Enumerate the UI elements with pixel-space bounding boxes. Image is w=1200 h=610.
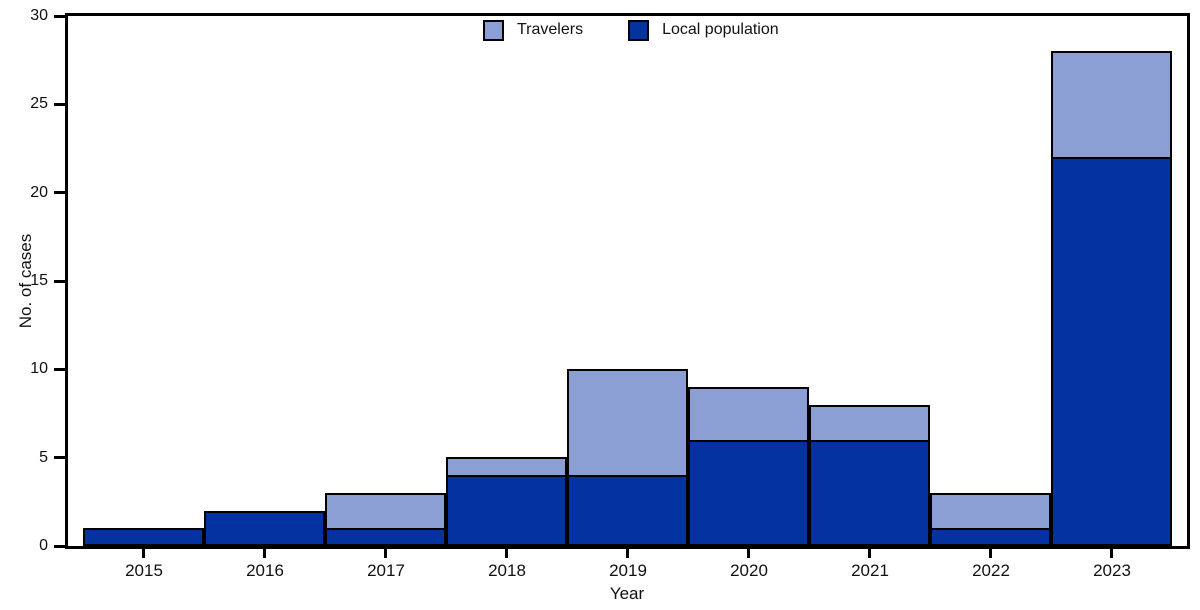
legend-item-local-population: Local population bbox=[628, 19, 779, 41]
y-tick-0 bbox=[54, 545, 65, 548]
bar-segment-local-population-2021 bbox=[809, 440, 930, 546]
y-tick-label-5: 5 bbox=[39, 449, 48, 466]
x-tick-label-2017: 2017 bbox=[367, 561, 405, 580]
x-tick-2021 bbox=[868, 549, 871, 558]
x-tick-2020 bbox=[747, 549, 750, 558]
legend-label-local-population: Local population bbox=[662, 21, 779, 38]
y-tick-5 bbox=[54, 456, 65, 459]
plot-area bbox=[65, 13, 1190, 549]
x-tick-2015 bbox=[142, 549, 145, 558]
bar-segment-local-population-2019 bbox=[567, 475, 688, 546]
y-tick-label-10: 10 bbox=[30, 360, 48, 377]
y-tick-20 bbox=[54, 191, 65, 194]
bar-segment-local-population-2015 bbox=[83, 528, 204, 546]
x-tick-label-2019: 2019 bbox=[609, 561, 647, 580]
bar-segment-travelers-2020 bbox=[688, 387, 809, 442]
x-tick-2023 bbox=[1110, 549, 1113, 558]
bar-segment-travelers-2018 bbox=[446, 457, 567, 477]
y-tick-label-30: 30 bbox=[30, 7, 48, 24]
legend-label-travelers: Travelers bbox=[517, 21, 584, 38]
y-tick-label-15: 15 bbox=[30, 272, 48, 289]
x-tick-label-2015: 2015 bbox=[125, 561, 163, 580]
y-tick-30 bbox=[54, 15, 65, 18]
x-tick-label-2022: 2022 bbox=[972, 561, 1010, 580]
x-tick-label-2020: 2020 bbox=[730, 561, 768, 580]
x-tick-label-2023: 2023 bbox=[1093, 561, 1131, 580]
y-tick-label-0: 0 bbox=[39, 537, 48, 554]
legend-item-travelers: Travelers bbox=[483, 19, 583, 41]
bar-segment-local-population-2022 bbox=[930, 528, 1051, 546]
y-tick-25 bbox=[54, 103, 65, 106]
x-tick-label-2016: 2016 bbox=[246, 561, 284, 580]
bar-segment-travelers-2017 bbox=[325, 493, 446, 530]
y-tick-label-20: 20 bbox=[30, 184, 48, 201]
y-tick-15 bbox=[54, 280, 65, 283]
x-tick-2016 bbox=[263, 549, 266, 558]
bar-segment-local-population-2020 bbox=[688, 440, 809, 546]
x-tick-2022 bbox=[989, 549, 992, 558]
x-tick-label-2018: 2018 bbox=[488, 561, 526, 580]
bar-segment-travelers-2022 bbox=[930, 493, 1051, 530]
bar-segment-local-population-2017 bbox=[325, 528, 446, 546]
bar-segment-local-population-2016 bbox=[204, 511, 325, 546]
bar-segment-local-population-2023 bbox=[1051, 157, 1172, 546]
x-tick-label-2021: 2021 bbox=[851, 561, 889, 580]
legend: Travelers Local population bbox=[483, 19, 779, 41]
y-tick-label-25: 25 bbox=[30, 95, 48, 112]
bar-segment-travelers-2021 bbox=[809, 405, 930, 442]
travelers-swatch-icon bbox=[483, 19, 504, 41]
x-axis-title: Year bbox=[609, 584, 645, 603]
x-tick-2019 bbox=[626, 549, 629, 558]
y-tick-10 bbox=[54, 368, 65, 371]
x-tick-2017 bbox=[384, 549, 387, 558]
x-tick-2018 bbox=[505, 549, 508, 558]
bar-segment-travelers-2023 bbox=[1051, 51, 1172, 159]
bar-segment-travelers-2019 bbox=[567, 369, 688, 477]
bar-segment-local-population-2018 bbox=[446, 475, 567, 546]
local-population-swatch-icon bbox=[628, 19, 650, 41]
